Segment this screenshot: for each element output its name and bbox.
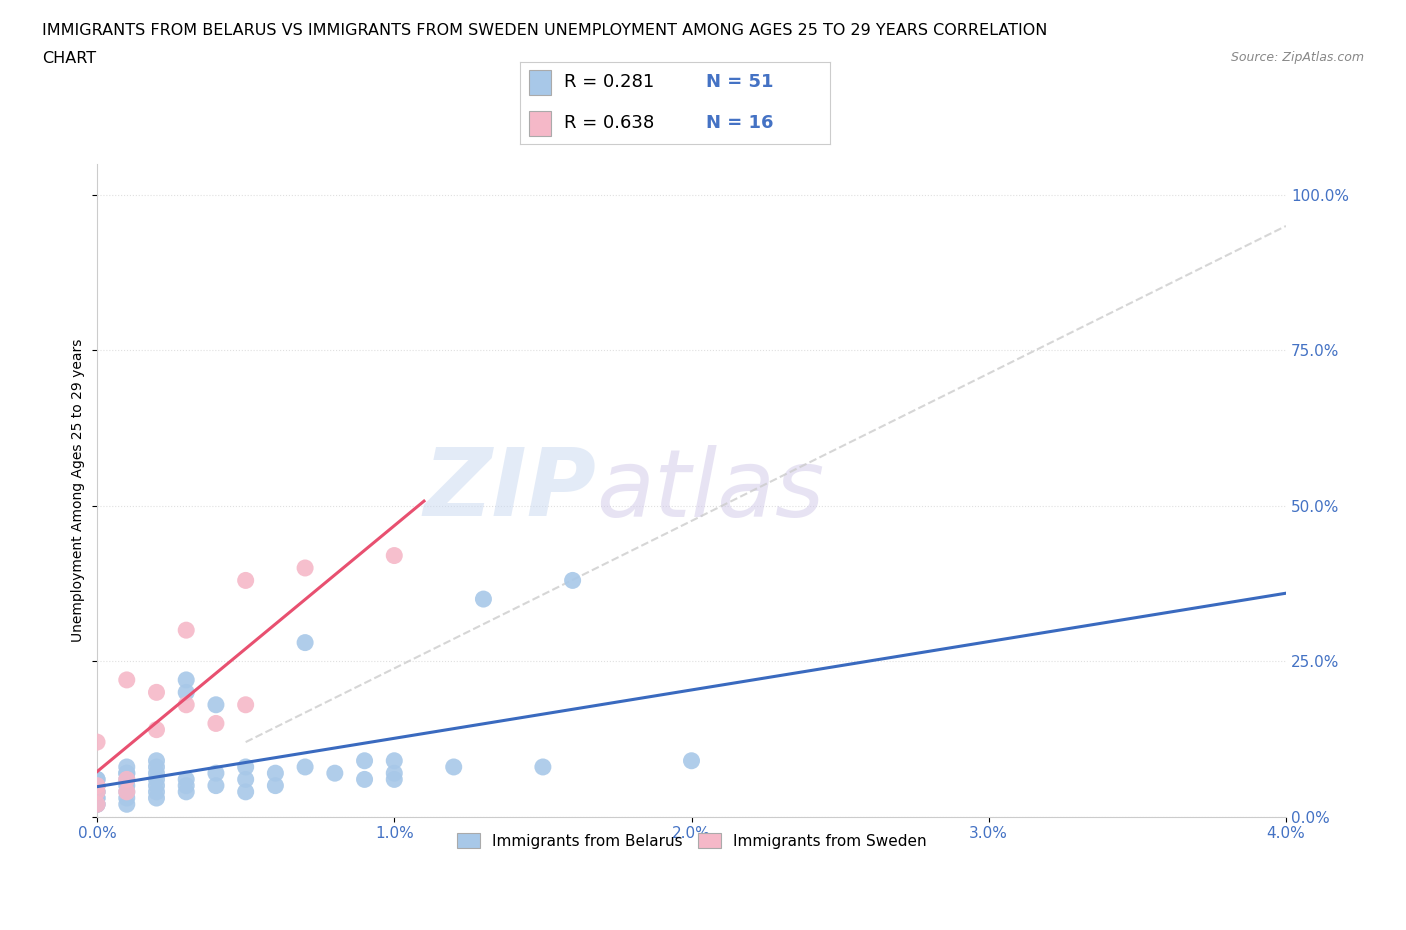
Point: [353, 753, 375, 768]
Point: [174, 772, 197, 787]
Text: ZIP: ZIP: [423, 445, 596, 537]
Point: [472, 591, 495, 606]
Point: [235, 573, 257, 588]
Point: [174, 784, 197, 799]
Point: [86, 778, 108, 793]
Point: [86, 778, 108, 793]
Text: Source: ZipAtlas.com: Source: ZipAtlas.com: [1230, 51, 1364, 64]
Text: R = 0.638: R = 0.638: [564, 114, 654, 132]
Point: [145, 684, 167, 699]
Legend: Immigrants from Belarus, Immigrants from Sweden: Immigrants from Belarus, Immigrants from…: [450, 827, 932, 855]
Point: [86, 778, 108, 793]
Point: [382, 765, 405, 780]
Point: [235, 698, 257, 712]
Point: [115, 784, 138, 799]
Point: [115, 765, 138, 780]
Point: [115, 772, 138, 787]
Point: [235, 772, 257, 787]
Point: [145, 784, 167, 799]
Point: [145, 772, 167, 787]
Text: N = 16: N = 16: [706, 114, 773, 132]
Point: [145, 765, 167, 780]
Point: [205, 698, 228, 712]
Point: [115, 765, 138, 780]
Text: atlas: atlas: [596, 445, 825, 536]
Point: [115, 784, 138, 799]
Text: R = 0.281: R = 0.281: [564, 73, 654, 91]
Point: [145, 778, 167, 793]
Point: [115, 797, 138, 812]
FancyBboxPatch shape: [530, 71, 551, 95]
Point: [86, 784, 108, 799]
Point: [115, 772, 138, 787]
Point: [681, 753, 703, 768]
Point: [174, 623, 197, 638]
Point: [294, 561, 316, 576]
Y-axis label: Unemployment Among Ages 25 to 29 years: Unemployment Among Ages 25 to 29 years: [72, 339, 86, 642]
Point: [174, 684, 197, 699]
Point: [174, 778, 197, 793]
Point: [86, 790, 108, 805]
Point: [264, 765, 287, 780]
Point: [86, 735, 108, 750]
Point: [235, 784, 257, 799]
Point: [264, 778, 287, 793]
Point: [115, 672, 138, 687]
Point: [205, 765, 228, 780]
Point: [86, 772, 108, 787]
Point: [174, 698, 197, 712]
Point: [323, 765, 346, 780]
Point: [353, 772, 375, 787]
Point: [115, 778, 138, 793]
Point: [86, 797, 108, 812]
Point: [531, 760, 554, 775]
Point: [86, 797, 108, 812]
Point: [86, 797, 108, 812]
Point: [145, 753, 167, 768]
Point: [561, 573, 583, 588]
Point: [382, 548, 405, 563]
Text: CHART: CHART: [42, 51, 96, 66]
Point: [86, 784, 108, 799]
Point: [382, 753, 405, 768]
Point: [174, 672, 197, 687]
Point: [443, 760, 465, 775]
Point: [86, 784, 108, 799]
FancyBboxPatch shape: [530, 112, 551, 136]
Text: IMMIGRANTS FROM BELARUS VS IMMIGRANTS FROM SWEDEN UNEMPLOYMENT AMONG AGES 25 TO : IMMIGRANTS FROM BELARUS VS IMMIGRANTS FR…: [42, 23, 1047, 38]
Point: [294, 760, 316, 775]
Text: N = 51: N = 51: [706, 73, 773, 91]
Point: [205, 716, 228, 731]
Point: [294, 635, 316, 650]
Point: [86, 790, 108, 805]
Point: [235, 760, 257, 775]
Point: [145, 790, 167, 805]
Point: [382, 772, 405, 787]
Point: [205, 778, 228, 793]
Point: [115, 760, 138, 775]
Point: [115, 790, 138, 805]
Point: [86, 772, 108, 787]
Point: [145, 760, 167, 775]
Point: [145, 723, 167, 737]
